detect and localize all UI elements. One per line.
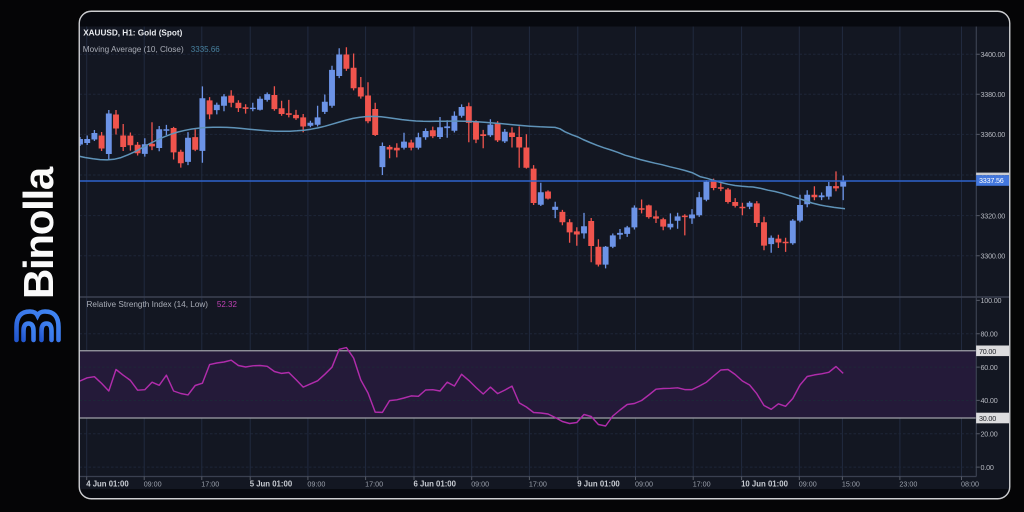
svg-text:15:00: 15:00 [842, 479, 860, 488]
svg-text:17:00: 17:00 [365, 479, 383, 488]
svg-text:09:00: 09:00 [799, 479, 817, 488]
svg-text:0.00: 0.00 [981, 463, 994, 472]
svg-text:9 Jun 01:00: 9 Jun 01:00 [577, 480, 620, 489]
svg-text:4 Jun 01:00: 4 Jun 01:00 [86, 480, 129, 489]
svg-text:17:00: 17:00 [693, 479, 711, 488]
svg-text:17:00: 17:00 [201, 479, 219, 488]
svg-text:3400.00: 3400.00 [981, 50, 1006, 59]
svg-text:3335.66: 3335.66 [191, 45, 220, 54]
svg-text:40.00: 40.00 [981, 396, 998, 405]
svg-text:3360.00: 3360.00 [981, 130, 1006, 139]
svg-text:5 Jun 01:00: 5 Jun 01:00 [250, 480, 293, 489]
svg-text:3337.56: 3337.56 [979, 176, 1004, 185]
svg-text:3320.00: 3320.00 [981, 211, 1006, 220]
svg-text:70.00: 70.00 [979, 347, 996, 356]
svg-text:XAUUSD, H1: Gold (Spot): XAUUSD, H1: Gold (Spot) [83, 29, 182, 38]
svg-text:3300.00: 3300.00 [981, 252, 1006, 261]
svg-text:Binolla: Binolla [15, 166, 62, 299]
svg-text:09:00: 09:00 [307, 479, 325, 488]
svg-text:30.00: 30.00 [979, 414, 996, 423]
svg-text:08:00: 08:00 [961, 479, 979, 488]
svg-text:10 Jun 01:00: 10 Jun 01:00 [741, 480, 788, 489]
svg-text:Relative Strength Index (14, L: Relative Strength Index (14, Low) [87, 300, 209, 309]
svg-text:09:00: 09:00 [635, 479, 653, 488]
svg-text:20.00: 20.00 [981, 430, 998, 439]
svg-text:Moving Average (10, Close): Moving Average (10, Close) [83, 45, 184, 54]
svg-text:60.00: 60.00 [981, 363, 998, 372]
svg-text:52.32: 52.32 [217, 300, 238, 309]
svg-text:6 Jun 01:00: 6 Jun 01:00 [414, 480, 457, 489]
svg-text:3380.00: 3380.00 [981, 90, 1006, 99]
svg-text:23:00: 23:00 [899, 479, 917, 488]
svg-text:17:00: 17:00 [529, 479, 547, 488]
svg-text:80.00: 80.00 [981, 330, 998, 339]
svg-text:09:00: 09:00 [471, 479, 489, 488]
svg-text:100.00: 100.00 [981, 296, 1002, 305]
svg-text:09:00: 09:00 [144, 479, 162, 488]
